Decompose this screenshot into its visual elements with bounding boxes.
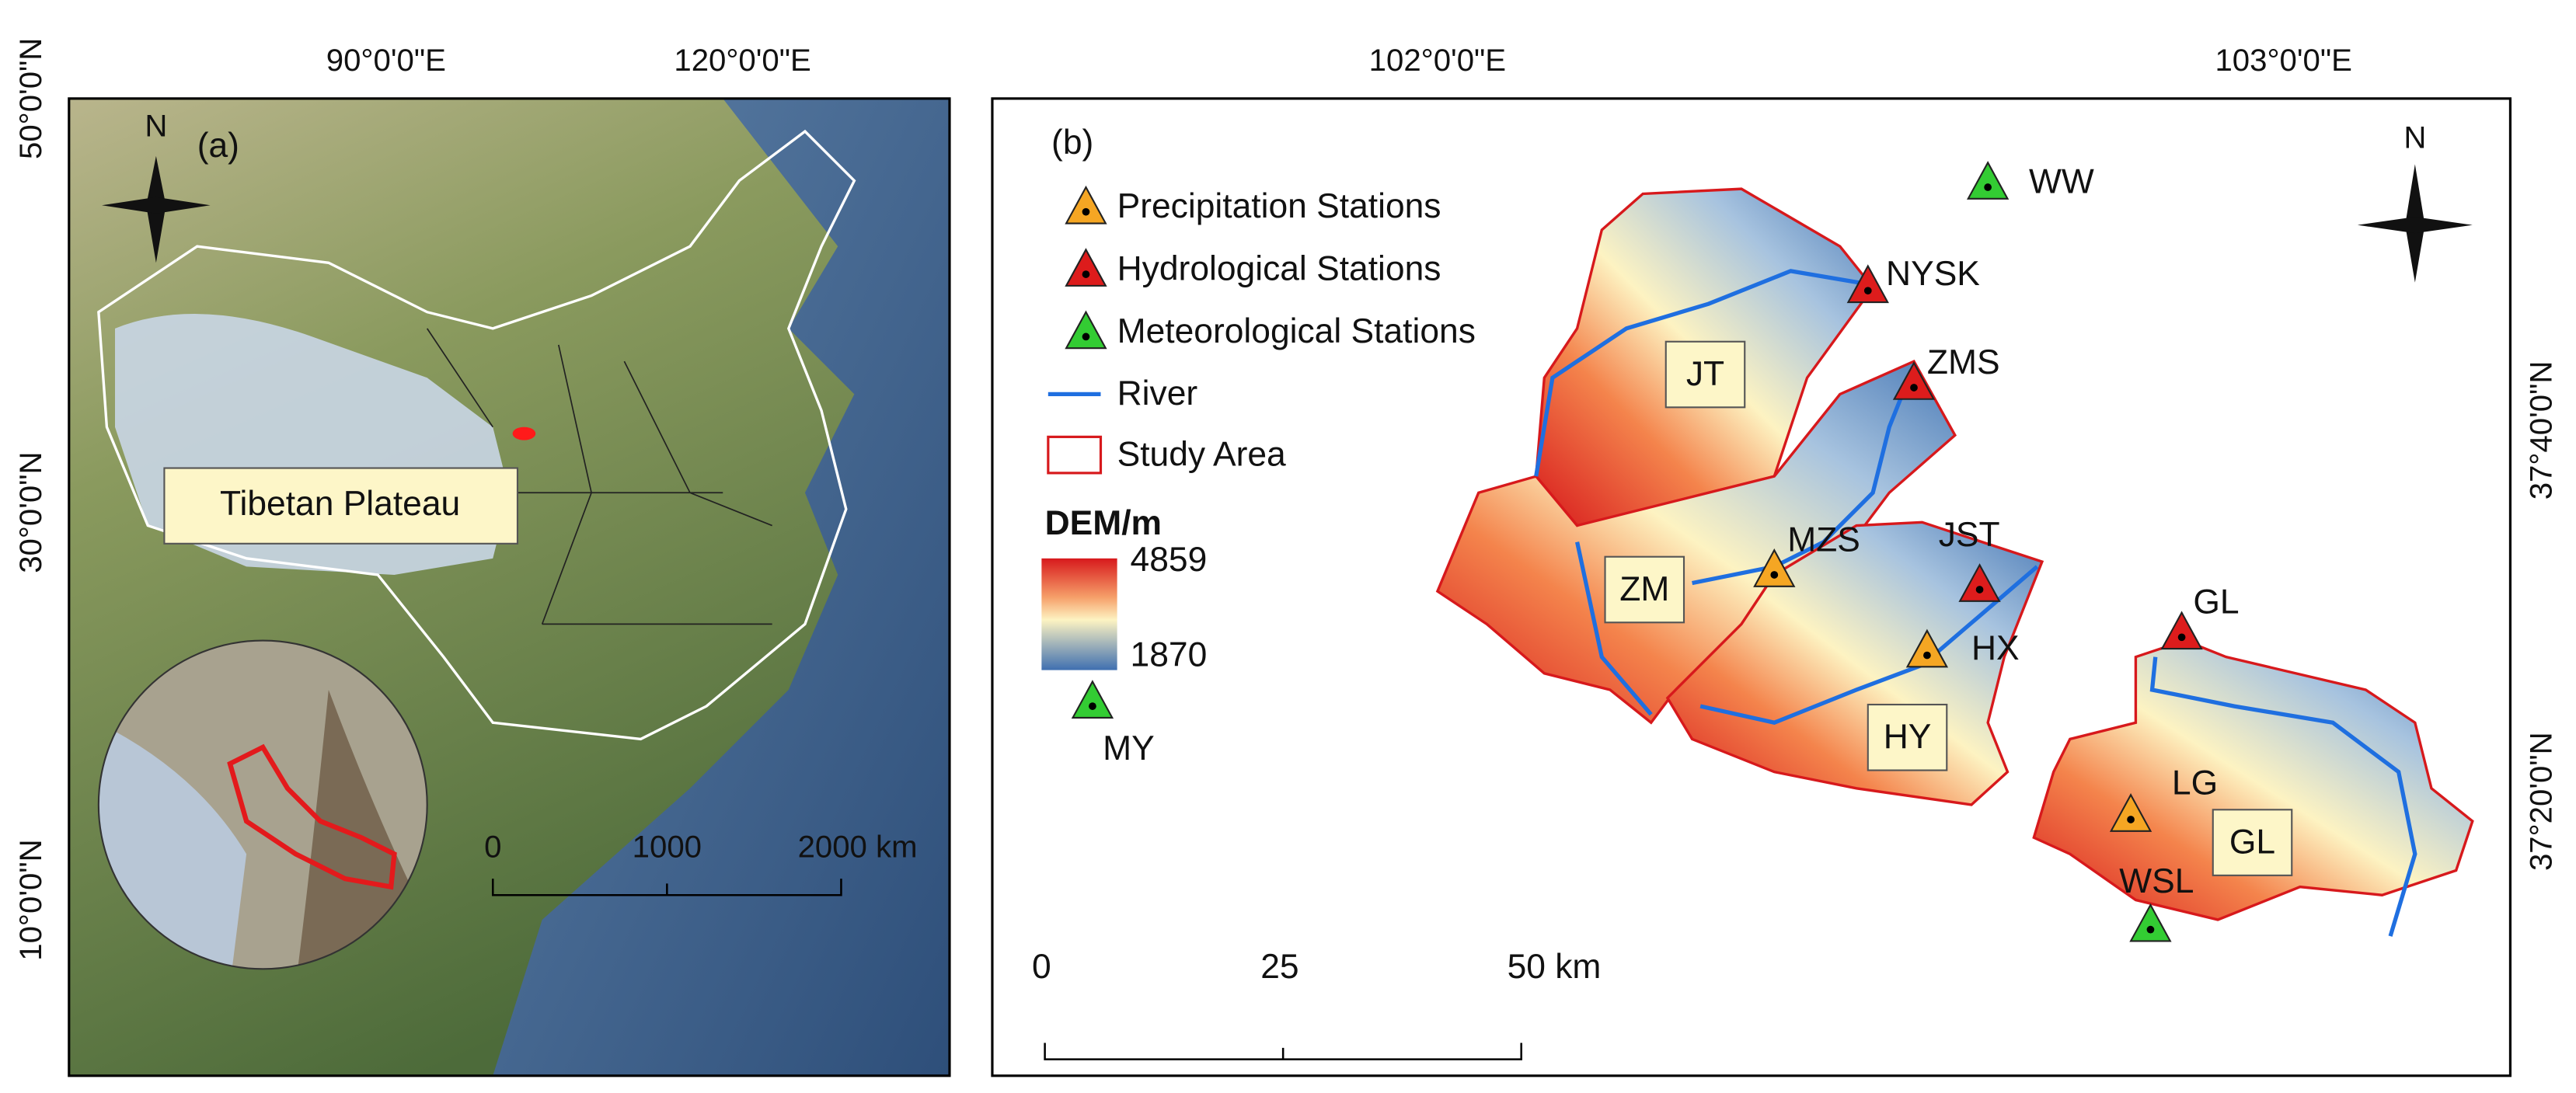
lon-label: 102°0'0"E bbox=[1369, 43, 1506, 78]
basin-label: JT bbox=[1686, 355, 1724, 393]
basin-label: ZM bbox=[1619, 570, 1669, 608]
scale-label: 1000 bbox=[633, 830, 702, 865]
station-label: NYSK bbox=[1886, 255, 1980, 293]
scale-label: 0 bbox=[1032, 948, 1051, 986]
station-dot bbox=[1923, 651, 1931, 660]
station-dot bbox=[1770, 571, 1779, 579]
station-dot bbox=[2146, 925, 2155, 934]
legend-label: Hydrological Stations bbox=[1117, 250, 1441, 288]
station-label: HX bbox=[1971, 629, 2020, 667]
station-dot bbox=[1863, 287, 1872, 295]
station-dot bbox=[1089, 702, 1096, 710]
station-marker bbox=[1065, 248, 1107, 287]
station-dot bbox=[1910, 384, 1918, 392]
scale-label: 25 bbox=[1260, 948, 1298, 986]
basin-label: GL bbox=[2229, 823, 2275, 861]
north-arrow: N bbox=[2357, 120, 2473, 283]
basin-box bbox=[2212, 809, 2293, 876]
lat-label: 37°40'0"N bbox=[2523, 361, 2558, 500]
station-marker bbox=[1966, 161, 2010, 200]
lon-label: 103°0'0"E bbox=[2215, 43, 2351, 78]
station-label: WSL bbox=[2119, 862, 2194, 900]
station-marker bbox=[1753, 548, 1796, 587]
station-label: MY bbox=[1103, 729, 1155, 768]
station-label: WW bbox=[2029, 163, 2094, 201]
station-label: GL bbox=[2193, 583, 2239, 621]
north-label: N bbox=[145, 109, 167, 144]
legend: Precipitation Stations Hydrological Stat… bbox=[1041, 185, 1476, 674]
station-marker bbox=[2160, 611, 2203, 650]
dem-title: DEM/m bbox=[1045, 504, 1162, 542]
lat-label: 50°0'0"N bbox=[13, 38, 48, 159]
station-marker bbox=[1958, 563, 2001, 602]
lat-label: 37°20'0"N bbox=[2523, 732, 2558, 871]
station-label: LG bbox=[2172, 764, 2218, 802]
legend-label: Meteorological Stations bbox=[1117, 312, 1476, 350]
dem-max: 4859 bbox=[1131, 541, 1208, 579]
scale-label: 50 km bbox=[1508, 948, 1602, 986]
station-marker bbox=[2129, 903, 2172, 942]
station-marker bbox=[2109, 793, 2152, 832]
region-label: Tibetan Plateau bbox=[220, 485, 460, 523]
station-marker bbox=[1071, 680, 1114, 719]
station-dot bbox=[2127, 816, 2135, 823]
scale-label: 2000 km bbox=[798, 830, 918, 865]
station-dot bbox=[1975, 586, 1984, 593]
panel-label: (b) bbox=[1051, 124, 1093, 162]
dem-min: 1870 bbox=[1131, 635, 1208, 674]
station-marker bbox=[1065, 310, 1107, 350]
scale-bar: 0 1000 2000 km bbox=[484, 830, 918, 896]
station-label: ZMS bbox=[1927, 343, 2000, 381]
lon-label: 90°0'0"E bbox=[326, 43, 446, 78]
legend-label: Precipitation Stations bbox=[1117, 187, 1441, 225]
station-marker bbox=[1892, 361, 1936, 400]
legend-label: River bbox=[1117, 374, 1198, 412]
basin-box bbox=[1664, 340, 1746, 409]
lat-label: 30°0'0"N bbox=[13, 451, 48, 573]
station-label: JST bbox=[1939, 516, 2000, 554]
scale-label: 0 bbox=[484, 830, 501, 865]
station-dot bbox=[2177, 633, 2186, 642]
station-dot bbox=[1082, 332, 1090, 341]
lon-label: 120°0'0"E bbox=[674, 43, 810, 78]
basin-box bbox=[1604, 555, 1685, 624]
basin-label: HY bbox=[1884, 718, 1932, 756]
panel-label: (a) bbox=[197, 127, 239, 165]
station-marker bbox=[1905, 628, 1949, 668]
scale-bar: 0 25 50 km bbox=[1032, 948, 1601, 1060]
rivers bbox=[1534, 269, 2417, 937]
station-dot bbox=[1984, 183, 1992, 191]
station-dot bbox=[1082, 207, 1090, 216]
station-marker bbox=[1846, 264, 1889, 304]
lat-label: 10°0'0"N bbox=[13, 839, 48, 960]
north-label: N bbox=[2403, 120, 2426, 155]
station-label: MZS bbox=[1787, 520, 1860, 559]
basin-box bbox=[1867, 703, 1948, 771]
station-marker bbox=[1065, 185, 1107, 225]
station-dot bbox=[1082, 270, 1090, 278]
legend-label: Study Area bbox=[1117, 435, 1286, 473]
